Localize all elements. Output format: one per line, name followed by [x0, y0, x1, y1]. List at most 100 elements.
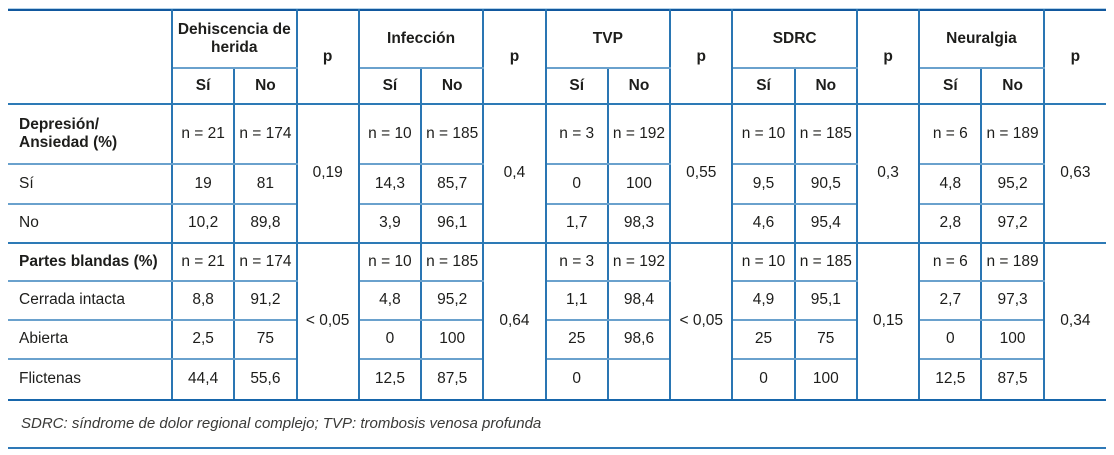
value-cell: 8,8 — [170, 281, 236, 321]
row-label-depresion-ansiedad: Depresión/ Ansiedad (%) — [8, 104, 173, 165]
p-value-cell: 0,3 — [855, 104, 921, 244]
value-cell: 4,8 — [918, 164, 983, 205]
value-cell: 95,4 — [793, 204, 858, 244]
value-cell: 98,3 — [606, 204, 672, 244]
corner-cell — [8, 10, 173, 105]
row-label-si: Sí — [8, 164, 173, 205]
group-header-infeccion: Infección — [357, 10, 485, 69]
value-cell: 95,2 — [980, 164, 1045, 205]
n-cell: n = 10 — [357, 104, 423, 165]
row-label-no: No — [8, 204, 173, 244]
value-cell: 89,8 — [233, 204, 298, 244]
subheader-no: No — [606, 68, 672, 105]
value-cell: 0 — [918, 320, 983, 360]
value-cell: 98,6 — [606, 320, 672, 360]
subheader-no: No — [793, 68, 858, 105]
row-label-line1: Depresión/ — [19, 115, 100, 133]
table-row-abierta: Abierta 2,5 75 0 100 25 98,6 25 75 0 100 — [8, 320, 1106, 360]
group-header-dehiscencia: Dehiscencia de herida — [171, 10, 298, 69]
p-value-cell: 0,4 — [482, 104, 547, 244]
footnote-text: SDRC: síndrome de dolor regional complej… — [21, 415, 542, 433]
group-header-tvp: TVP — [544, 10, 672, 69]
value-cell: 87,5 — [980, 359, 1045, 401]
value-cell: 100 — [606, 164, 672, 205]
value-cell: 2,5 — [170, 320, 236, 360]
p-header-1: p — [295, 10, 360, 105]
p-value-cell: 0,64 — [482, 243, 547, 401]
p-value-cell: < 0,05 — [295, 243, 360, 401]
table-row-partes-blandas-n: Partes blandas (%) n = 21 n = 174 < 0,05… — [8, 243, 1106, 401]
n-cell: n = 10 — [731, 243, 796, 282]
value-cell: 90,5 — [793, 164, 858, 205]
n-cell: n = 10 — [357, 243, 423, 282]
value-cell: 14,3 — [357, 164, 423, 205]
table-body: Depresión/ Ansiedad (%) n = 21 n = 174 0… — [8, 104, 1106, 401]
value-cell: 12,5 — [357, 359, 423, 401]
value-cell: 0 — [544, 164, 609, 205]
value-cell: 98,4 — [606, 281, 672, 321]
value-cell: 4,9 — [731, 281, 796, 321]
value-cell: 1,7 — [544, 204, 609, 244]
p-value-cell: 0,15 — [855, 243, 921, 401]
header-row-groups: Dehiscencia de herida p Infección p TVP … — [8, 10, 1106, 105]
n-cell: n = 21 — [170, 243, 236, 282]
row-label-partes-blandas: Partes blandas (%) — [8, 243, 173, 282]
table-container: Dehiscencia de herida p Infección p TVP … — [8, 8, 1106, 449]
subheader-no: No — [233, 68, 298, 105]
value-cell: 10,2 — [170, 204, 236, 244]
table-row-depresion-si: Sí 19 81 14,3 85,7 0 100 9,5 90,5 4,8 95… — [8, 164, 1106, 205]
n-cell: n = 192 — [606, 243, 672, 282]
value-cell: 12,5 — [918, 359, 983, 401]
row-label-line2: Ansiedad (%) — [19, 134, 118, 151]
subheader-si: Sí — [918, 68, 983, 105]
footnote-row: SDRC: síndrome de dolor regional complej… — [8, 400, 1106, 448]
value-cell: 1,1 — [544, 281, 609, 321]
value-cell: 4,6 — [731, 204, 796, 244]
value-cell: 95,1 — [793, 281, 858, 321]
group-header-sdrc: SDRC — [731, 10, 858, 69]
value-cell: 100 — [793, 359, 858, 401]
value-cell: 81 — [233, 164, 298, 205]
value-cell: 87,5 — [420, 359, 485, 401]
value-cell: 91,2 — [233, 281, 298, 321]
subheader-si: Sí — [731, 68, 796, 105]
n-cell: n = 185 — [793, 243, 858, 282]
n-cell: n = 185 — [420, 243, 485, 282]
value-cell: 25 — [731, 320, 796, 360]
table-row-depresion-n: Depresión/ Ansiedad (%) n = 21 n = 174 0… — [8, 104, 1106, 244]
n-cell: n = 6 — [918, 243, 983, 282]
p-value-cell: 0,55 — [669, 104, 734, 244]
row-label-flictenas: Flictenas — [8, 359, 173, 401]
n-cell: n = 185 — [793, 104, 858, 165]
p-header-2: p — [482, 10, 547, 105]
value-cell: 9,5 — [731, 164, 796, 205]
value-cell: 0 — [357, 320, 423, 360]
value-cell: 75 — [793, 320, 858, 360]
value-cell: 100 — [420, 320, 485, 360]
subheader-si: Sí — [544, 68, 609, 105]
n-cell: n = 3 — [544, 243, 609, 282]
value-cell: 2,7 — [918, 281, 983, 321]
p-value-cell: < 0,05 — [669, 243, 734, 401]
subheader-si: Sí — [170, 68, 236, 105]
outcomes-table: Dehiscencia de herida p Infección p TVP … — [8, 9, 1106, 449]
n-cell: n = 192 — [606, 104, 672, 165]
table-row-depresion-no: No 10,2 89,8 3,9 96,1 1,7 98,3 4,6 95,4 … — [8, 204, 1106, 244]
table-row-cerrada-intacta: Cerrada intacta 8,8 91,2 4,8 95,2 1,1 98… — [8, 281, 1106, 321]
row-label-abierta: Abierta — [8, 320, 173, 360]
value-cell: 55,6 — [233, 359, 298, 401]
header-row-si-no: Sí No Sí No Sí No Sí No Sí No — [8, 68, 1106, 105]
table-footer: SDRC: síndrome de dolor regional complej… — [8, 400, 1106, 448]
p-header-5: p — [1042, 10, 1106, 105]
value-cell: 0 — [731, 359, 796, 401]
n-cell: n = 174 — [233, 243, 298, 282]
value-cell: 97,2 — [980, 204, 1045, 244]
p-value-cell: 0,34 — [1042, 243, 1106, 401]
p-value-cell: 0,63 — [1042, 104, 1106, 244]
value-cell: 2,8 — [918, 204, 983, 244]
p-header-3: p — [669, 10, 734, 105]
n-cell: n = 6 — [918, 104, 983, 165]
table-row-flictenas: Flictenas 44,4 55,6 12,5 87,5 0 0 100 12… — [8, 359, 1106, 401]
value-cell: 97,3 — [980, 281, 1045, 321]
subheader-si: Sí — [357, 68, 423, 105]
